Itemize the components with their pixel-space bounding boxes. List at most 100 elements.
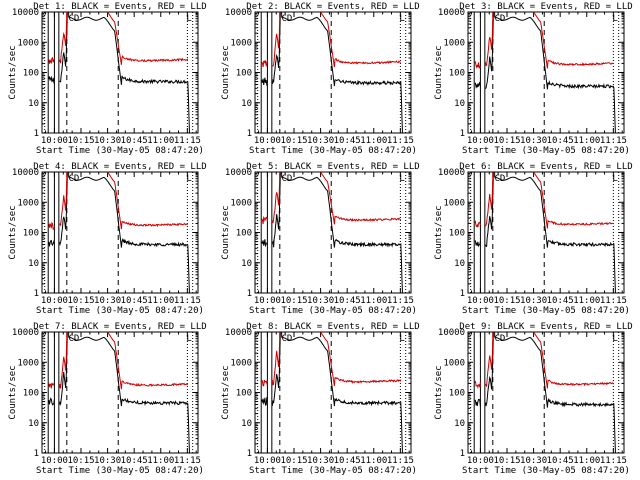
x-tick-label: 10:30 (520, 136, 547, 146)
chart-panel-7: Det 7: BLACK = Events, RED = LLD 1 10 100 10… (8, 322, 207, 476)
y-tick-label: 10000 (225, 328, 252, 338)
x-tick-label: 11:15 (600, 296, 627, 306)
event-marker-label: C (69, 14, 74, 24)
y-tick-label: 1 (247, 129, 252, 139)
x-tick-label: 10:00 (41, 456, 68, 466)
x-tick-label: 10:15 (280, 136, 307, 146)
series-line-lld (261, 332, 402, 387)
series-line-lld (261, 172, 401, 225)
y-tick-label: 1 (34, 289, 39, 299)
chart-panel-9: Det 9: BLACK = Events, RED = LLD 1 10 100 10… (434, 322, 633, 476)
x-tick-label: 11:15 (600, 136, 627, 146)
x-tick-label: 10:45 (121, 456, 148, 466)
x-tick-label: 10:15 (493, 296, 520, 306)
x-tick-label: 11:15 (174, 456, 201, 466)
x-tick-label: 10:00 (467, 296, 494, 306)
y-tick-label: 100 (23, 389, 39, 399)
y-tick-label: 1 (460, 129, 465, 139)
x-tick-label: 11:15 (600, 456, 627, 466)
chart-title: Det 6: BLACK = Events, RED = LLD (459, 162, 632, 172)
event-marker-label: D (287, 334, 292, 344)
y-tick-label: 1000 (17, 38, 39, 48)
series-line-lld (474, 172, 615, 229)
x-tick-label: 10:00 (467, 456, 494, 466)
x-tick-label: 10:00 (467, 136, 494, 146)
chart-panel-4: Det 4: BLACK = Events, RED = LLD 1 10 100 10… (8, 162, 207, 316)
chart-panel-6: Det 6: BLACK = Events, RED = LLD 1 10 100 10… (434, 162, 633, 316)
event-marker-label: C (282, 14, 287, 24)
chart-title: Det 5: BLACK = Events, RED = LLD (246, 162, 419, 172)
x-tick-label: 11:00 (573, 136, 600, 146)
x-tick-label: 10:30 (94, 296, 121, 306)
chart-title: Det 9: BLACK = Events, RED = LLD (459, 322, 632, 332)
x-tick-label: 11:00 (573, 296, 600, 306)
x-axis-label: Start Time (30-May-05 08:47:20) (462, 306, 630, 316)
event-marker-label: D (287, 14, 292, 24)
x-tick-label: 11:00 (147, 456, 174, 466)
series-line-events (261, 172, 403, 293)
event-marker-label: L (612, 14, 617, 24)
event-marker-label: L (612, 334, 617, 344)
x-tick-label: 10:45 (547, 296, 574, 306)
y-tick-label: 100 (236, 389, 252, 399)
y-tick-label: 10 (241, 259, 252, 269)
x-tick-label: 10:45 (547, 136, 574, 146)
y-tick-label: 10000 (12, 328, 39, 338)
x-tick-label: 10:15 (493, 136, 520, 146)
x-tick-label: 10:30 (520, 296, 547, 306)
event-marker-label: C (495, 334, 500, 344)
x-tick-label: 11:15 (387, 456, 414, 466)
y-tick-label: 1 (34, 449, 39, 459)
chart-title: Det 4: BLACK = Events, RED = LLD (33, 162, 206, 172)
x-tick-label: 10:45 (121, 296, 148, 306)
y-axis-label: Counts/sec (434, 365, 444, 419)
y-tick-label: 1 (460, 289, 465, 299)
x-axis-label: Start Time (30-May-05 08:47:20) (462, 146, 630, 156)
series-line-events (48, 172, 190, 293)
y-tick-label: 1000 (443, 358, 465, 368)
event-marker-label: L (399, 334, 404, 344)
x-tick-label: 10:00 (254, 136, 281, 146)
y-tick-label: 1000 (443, 198, 465, 208)
x-axis-label: Start Time (30-May-05 08:47:20) (462, 466, 630, 476)
x-axis-label: Start Time (30-May-05 08:47:20) (36, 466, 204, 476)
x-tick-label: 11:15 (174, 296, 201, 306)
x-tick-label: 10:15 (67, 456, 94, 466)
x-tick-label: 11:00 (360, 296, 387, 306)
event-marker-label: L (399, 174, 404, 184)
x-tick-label: 10:30 (307, 456, 334, 466)
event-marker-label: L (186, 334, 191, 344)
series-line-events (261, 332, 403, 453)
y-tick-label: 1000 (230, 38, 252, 48)
x-axis-label: Start Time (30-May-05 08:47:20) (36, 306, 204, 316)
event-marker-label: D (74, 334, 79, 344)
chart-title: Det 2: BLACK = Events, RED = LLD (246, 2, 419, 12)
series-line-lld (48, 332, 189, 390)
series-line-lld (474, 332, 615, 390)
y-tick-label: 100 (449, 69, 465, 79)
series-line-events (474, 332, 616, 453)
x-axis-label: Start Time (30-May-05 08:47:20) (249, 306, 417, 316)
x-tick-label: 10:15 (493, 456, 520, 466)
event-marker-label: L (186, 174, 191, 184)
x-axis-label: Start Time (30-May-05 08:47:20) (249, 466, 417, 476)
y-tick-label: 10 (454, 419, 465, 429)
y-tick-label: 100 (449, 229, 465, 239)
series-line-events (474, 12, 616, 133)
y-tick-label: 1 (247, 449, 252, 459)
y-axis-label: Counts/sec (8, 45, 18, 99)
x-tick-label: 10:30 (307, 136, 334, 146)
x-tick-label: 11:15 (174, 136, 201, 146)
y-tick-label: 10000 (12, 168, 39, 178)
x-tick-label: 11:00 (147, 136, 174, 146)
series-line-events (261, 12, 403, 133)
y-tick-label: 1000 (443, 38, 465, 48)
x-tick-label: 10:45 (334, 296, 361, 306)
y-tick-label: 10000 (438, 8, 465, 18)
x-tick-label: 11:15 (387, 136, 414, 146)
x-tick-label: 11:00 (147, 296, 174, 306)
chart-panel-3: Det 3: BLACK = Events, RED = LLD 1 10 100 10… (434, 2, 633, 156)
event-marker-label: D (500, 14, 505, 24)
y-tick-label: 1000 (230, 198, 252, 208)
event-marker-label: C (69, 174, 74, 184)
